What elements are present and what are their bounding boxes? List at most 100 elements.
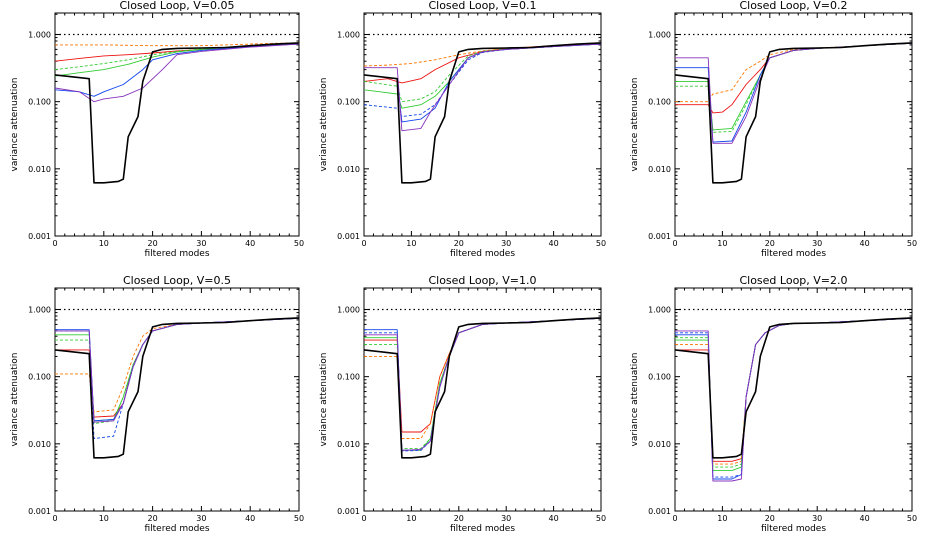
x-tick-label: 40 [549,514,559,523]
y-tick-label: 1.000 [28,305,51,314]
x-tick-label: 0 [672,514,677,523]
y-tick-label: 0.100 [28,373,51,382]
x-tick-label: 10 [717,239,727,248]
y-axis-label: variance attenuation [10,78,20,172]
y-tick-label: 0.100 [337,373,360,382]
y-tick-label: 1.000 [648,305,671,314]
x-axis-label: filtered modes [450,249,515,259]
series-line-black [55,42,299,184]
y-axis-label: variance attenuation [319,353,329,447]
chart-panel-2: Closed Loop, V=0.1 filtered modes variance… [319,0,606,259]
y-tick-label: 0.010 [28,440,51,449]
y-tick-label: 0.100 [28,98,51,107]
series-line-green-dashed [364,43,601,103]
series-group [675,317,912,482]
x-tick-label: 20 [765,514,775,523]
chart-title: Closed Loop, V=0.1 [428,0,536,12]
plot-frame [674,287,913,512]
x-tick-label: 50 [294,239,304,248]
x-tick-label: 30 [501,514,511,523]
chart-panel-3: Closed Loop, V=0.2 filtered modes variance… [630,0,917,259]
x-tick-label: 40 [860,239,870,248]
plot-frame [54,287,300,512]
y-tick-label: 0.001 [648,232,671,241]
chart-title: Closed Loop, V=0.05 [119,0,234,12]
x-tick-label: 50 [294,514,304,523]
series-line-purple [364,317,601,451]
series-group [675,42,912,184]
x-axis-label: filtered modes [450,524,515,534]
series-line-orange-dashed [675,42,912,103]
y-tick-label: 0.001 [28,232,51,241]
x-tick-label: 50 [596,514,606,523]
chart-title: Closed Loop, V=1.0 [428,274,536,287]
x-tick-label: 20 [148,514,158,523]
y-tick-label: 1.000 [337,305,360,314]
series-line-black [364,317,601,459]
y-tick-label: 1.000 [28,30,51,39]
chart-panel-5: Closed Loop, V=1.0 filtered modes variance… [319,274,606,534]
y-tick-label: 1.000 [337,30,360,39]
series-group [55,42,299,184]
y-axis-label: variance attenuation [630,78,640,172]
y-tick-label: 0.100 [648,98,671,107]
plot-frame [363,12,602,237]
x-tick-label: 30 [501,239,511,248]
y-axis-label: variance attenuation [319,78,329,172]
x-tick-label: 10 [99,239,109,248]
series-line-blue [55,43,299,97]
y-tick-label: 0.010 [28,165,51,174]
y-tick-label: 0.010 [337,440,360,449]
x-tick-label: 30 [812,239,822,248]
x-tick-label: 40 [245,514,255,523]
series-line-blue-dashed [364,43,601,118]
x-tick-label: 50 [907,239,917,248]
chart-panel-6: Closed Loop, V=2.0 filtered modes variance… [630,274,917,534]
x-tick-label: 10 [406,514,416,523]
y-tick-label: 0.010 [337,165,360,174]
x-tick-label: 0 [361,514,366,523]
plot-frame [54,12,300,237]
y-tick-label: 0.100 [337,98,360,107]
chart-panel-1: Closed Loop, V=0.05 filtered modes varianc… [10,0,304,259]
x-tick-label: 0 [52,514,57,523]
x-tick-label: 40 [549,239,559,248]
series-line-orange-dashed [55,42,299,47]
y-tick-label: 0.001 [28,507,51,516]
x-tick-label: 40 [245,239,255,248]
series-line-purple [55,43,299,103]
series-line-black [675,42,912,184]
x-tick-label: 20 [765,239,775,248]
plot-frame [363,287,602,512]
y-tick-label: 0.001 [337,507,360,516]
chart-panel-4: Closed Loop, V=0.5 filtered modes variance… [10,274,304,534]
series-line-blue [364,43,601,123]
x-tick-label: 30 [196,239,206,248]
x-tick-label: 0 [361,239,366,248]
series-line-black [675,317,912,459]
x-tick-label: 10 [406,239,416,248]
y-tick-label: 0.100 [648,373,671,382]
y-tick-label: 0.001 [648,507,671,516]
x-tick-label: 30 [812,514,822,523]
x-tick-label: 50 [907,514,917,523]
x-tick-label: 40 [860,514,870,523]
x-tick-label: 50 [596,239,606,248]
x-tick-label: 10 [99,514,109,523]
chart-title: Closed Loop, V=0.5 [123,274,231,287]
y-tick-label: 0.010 [648,165,671,174]
y-tick-label: 0.001 [337,232,360,241]
x-axis-label: filtered modes [144,249,209,259]
x-tick-label: 10 [717,514,727,523]
plot-frame [674,12,913,237]
x-axis-label: filtered modes [761,524,826,534]
y-tick-label: 0.010 [648,440,671,449]
x-axis-label: filtered modes [144,524,209,534]
y-axis-label: variance attenuation [630,353,640,447]
y-tick-label: 1.000 [648,30,671,39]
x-axis-label: filtered modes [761,249,826,259]
x-tick-label: 30 [196,514,206,523]
series-group [364,42,601,184]
x-tick-label: 20 [148,239,158,248]
